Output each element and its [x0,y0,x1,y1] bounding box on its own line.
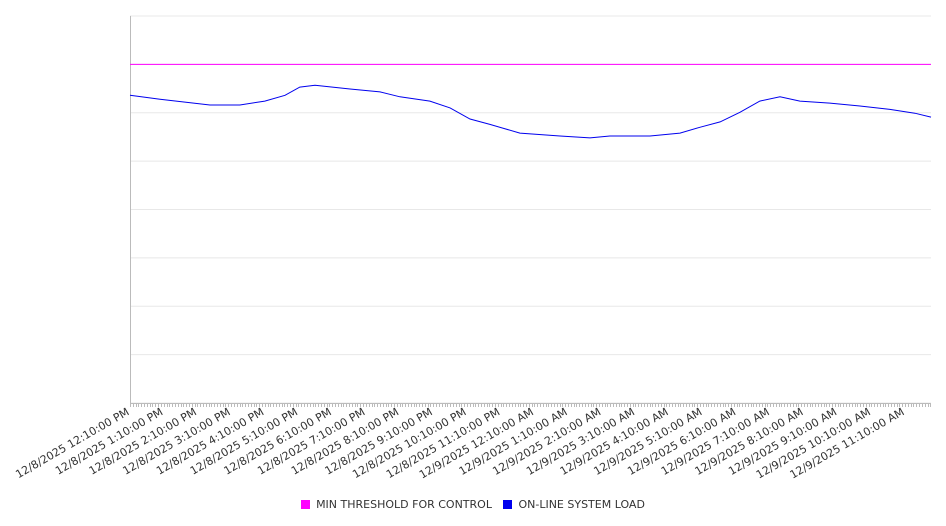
legend: MIN THRESHOLD FOR CONTROL ON-LINE SYSTEM… [0,498,946,512]
legend-swatch-threshold [301,500,311,509]
system-load-line [129,84,932,139]
legend-item-threshold[interactable]: MIN THRESHOLD FOR CONTROL [301,498,492,511]
legend-label-load: ON-LINE SYSTEM LOAD [518,498,645,511]
legend-label-threshold: MIN THRESHOLD FOR CONTROL [316,498,492,511]
legend-item-load[interactable]: ON-LINE SYSTEM LOAD [503,498,645,511]
legend-swatch-load [503,500,513,509]
